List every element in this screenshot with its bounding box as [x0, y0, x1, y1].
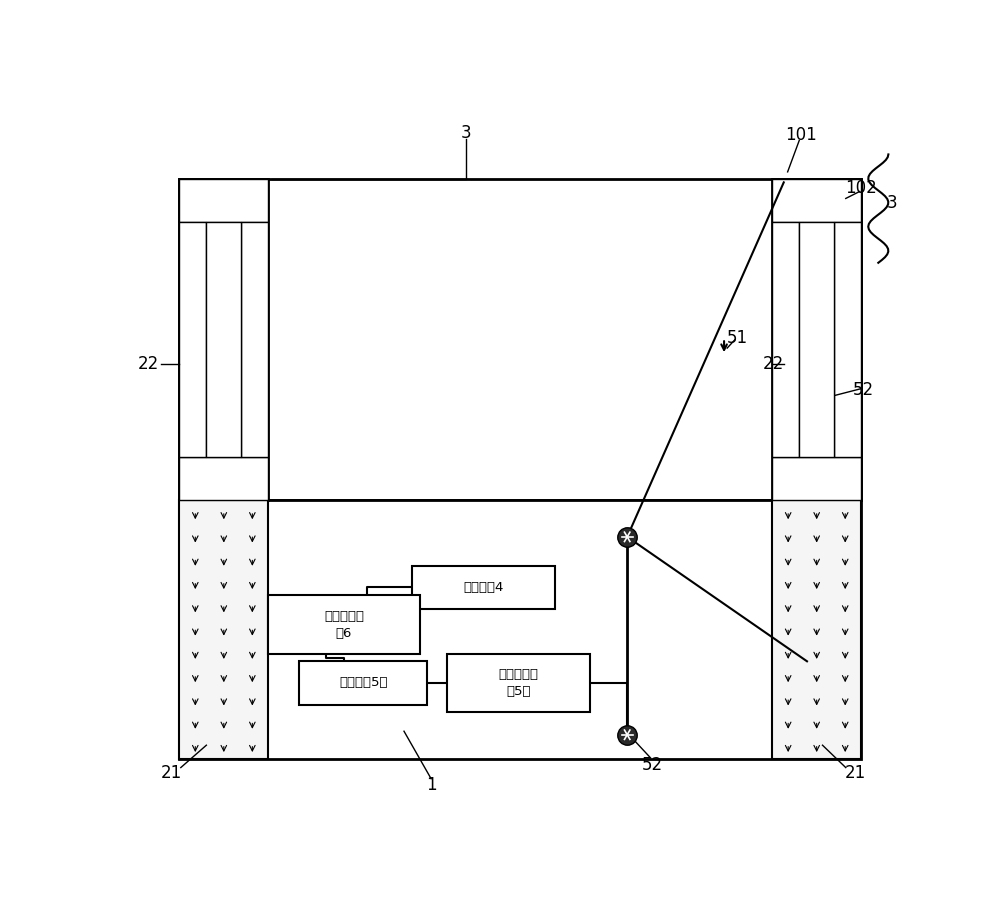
Bar	[179, 222, 206, 457]
Text: 过滤模先5３: 过滤模先5３	[339, 676, 388, 689]
Text: 电数转换模
兔5４: 电数转换模 兔5４	[498, 668, 538, 698]
Bar	[772, 179, 861, 222]
Bar	[206, 222, 241, 457]
Text: 21: 21	[161, 765, 182, 782]
Bar	[179, 179, 268, 222]
Bar	[772, 179, 861, 500]
Bar	[799, 222, 834, 457]
Bar	[179, 179, 268, 500]
Text: 22: 22	[138, 355, 159, 373]
Text: 51: 51	[727, 330, 748, 347]
Text: 3: 3	[887, 194, 898, 212]
Bar	[772, 457, 861, 500]
Bar	[447, 655, 590, 712]
Text: 52: 52	[853, 381, 874, 399]
Bar	[299, 661, 427, 705]
Bar	[241, 222, 268, 457]
Text: 21: 21	[845, 765, 866, 782]
Bar	[179, 457, 268, 500]
Bar	[834, 222, 861, 457]
Bar	[179, 500, 268, 759]
Text: 52: 52	[641, 755, 663, 774]
Bar	[772, 500, 861, 759]
Bar	[179, 179, 861, 500]
Text: 101: 101	[785, 126, 817, 143]
Bar	[268, 595, 420, 655]
Text: 核心处理模
兗6: 核心处理模 兗6	[324, 609, 364, 639]
Text: 检测机榄4: 检测机榄4	[463, 581, 504, 594]
Text: 1: 1	[426, 776, 436, 794]
Text: 102: 102	[845, 179, 877, 197]
Bar	[772, 222, 799, 457]
Bar	[412, 566, 555, 609]
Text: 22: 22	[763, 355, 784, 373]
Text: 3: 3	[461, 124, 471, 143]
Bar	[179, 500, 861, 759]
